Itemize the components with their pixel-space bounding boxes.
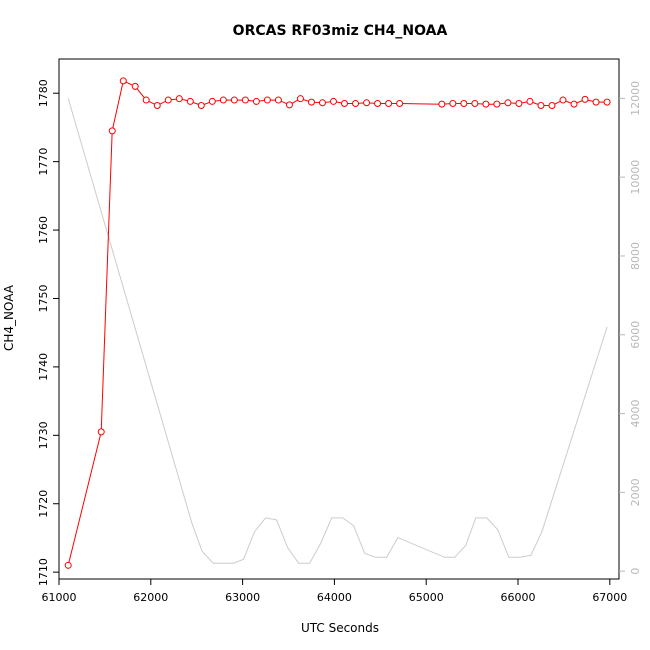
ch4-point (131, 82, 139, 90)
ch4-point (263, 96, 271, 104)
ch4-point (548, 102, 556, 110)
ch4-point (175, 95, 183, 103)
y-tick-label: 1770 (37, 148, 50, 176)
ch4-point (581, 95, 589, 103)
y2-tick-label: 10000 (629, 160, 642, 195)
x-tick-label: 67000 (592, 591, 627, 604)
x-tick-label: 61000 (42, 591, 77, 604)
y-tick-label: 1750 (37, 284, 50, 312)
ch4-point (153, 102, 161, 110)
x-tick-label: 66000 (501, 591, 536, 604)
y2-tick-label: 0 (629, 568, 642, 575)
ch4-point (438, 100, 446, 108)
ch4-point (108, 127, 116, 135)
y-tick-label: 1710 (37, 558, 50, 586)
ch4-point (164, 96, 172, 104)
ch4-point (482, 100, 490, 108)
chart-title: ORCAS RF03miz CH4_NOAA (233, 23, 448, 39)
y-axis-title: CH4_NOAA (2, 284, 16, 351)
ch4-point (471, 99, 479, 107)
ch4-point (603, 98, 611, 106)
ch4-point (526, 97, 534, 105)
y-tick-label: 1720 (37, 490, 50, 518)
ch4-point (318, 99, 326, 107)
ch4-point (352, 99, 360, 107)
y-tick-label: 1780 (37, 79, 50, 107)
ch4-point (274, 96, 282, 104)
x-tick-label: 65000 (409, 591, 444, 604)
ch4-point (64, 561, 72, 569)
y-tick-label: 1740 (37, 353, 50, 381)
ch4-point (449, 99, 457, 107)
ch4-point (307, 98, 315, 106)
ch4-point (230, 96, 238, 104)
ch4-point (219, 96, 227, 104)
y2-tick-label: 12000 (629, 81, 642, 116)
y-tick-label: 1760 (37, 216, 50, 244)
ch4-point (119, 77, 127, 85)
y2-tick-label: 4000 (629, 400, 642, 428)
ch4-point (363, 99, 371, 107)
ch4-point (252, 97, 260, 105)
x-tick-label: 64000 (317, 591, 352, 604)
ch4-point (493, 100, 501, 108)
ch4-point (396, 99, 404, 107)
y2-tick-label: 2000 (629, 478, 642, 506)
x-axis-title: UTC Seconds (301, 621, 379, 635)
ch4-point (504, 99, 512, 107)
ch4-point (385, 99, 393, 107)
ch4-point (142, 96, 150, 104)
ch4-point (197, 102, 205, 110)
ch4-point (559, 96, 567, 104)
ch4-point (374, 99, 382, 107)
x-tick-label: 62000 (133, 591, 168, 604)
ch4-point (329, 97, 337, 105)
ch4-point (296, 95, 304, 103)
ch4-point (285, 101, 293, 109)
ch4-line (67, 80, 608, 566)
ch4-point (341, 99, 349, 107)
altitude-line (67, 98, 608, 564)
ch4-point (97, 428, 105, 436)
ch4-point (241, 96, 249, 104)
y-tick-label: 1730 (37, 421, 50, 449)
ch4-point (460, 99, 468, 107)
ch4-point (592, 98, 600, 106)
ch4-point (208, 97, 216, 105)
axis-ticks: 61000 62000 63000 64000 65000 66000 67000 1710 1… (37, 79, 642, 604)
y2-tick-label: 6000 (629, 321, 642, 349)
ch4-point (537, 102, 545, 110)
plot-box (58, 58, 620, 580)
ch4-point (570, 100, 578, 108)
series-layer (64, 77, 611, 569)
x-tick-label: 63000 (225, 591, 260, 604)
ch4-point (515, 99, 523, 107)
ch4-point (186, 97, 194, 105)
y2-tick-label: 8000 (629, 242, 642, 270)
